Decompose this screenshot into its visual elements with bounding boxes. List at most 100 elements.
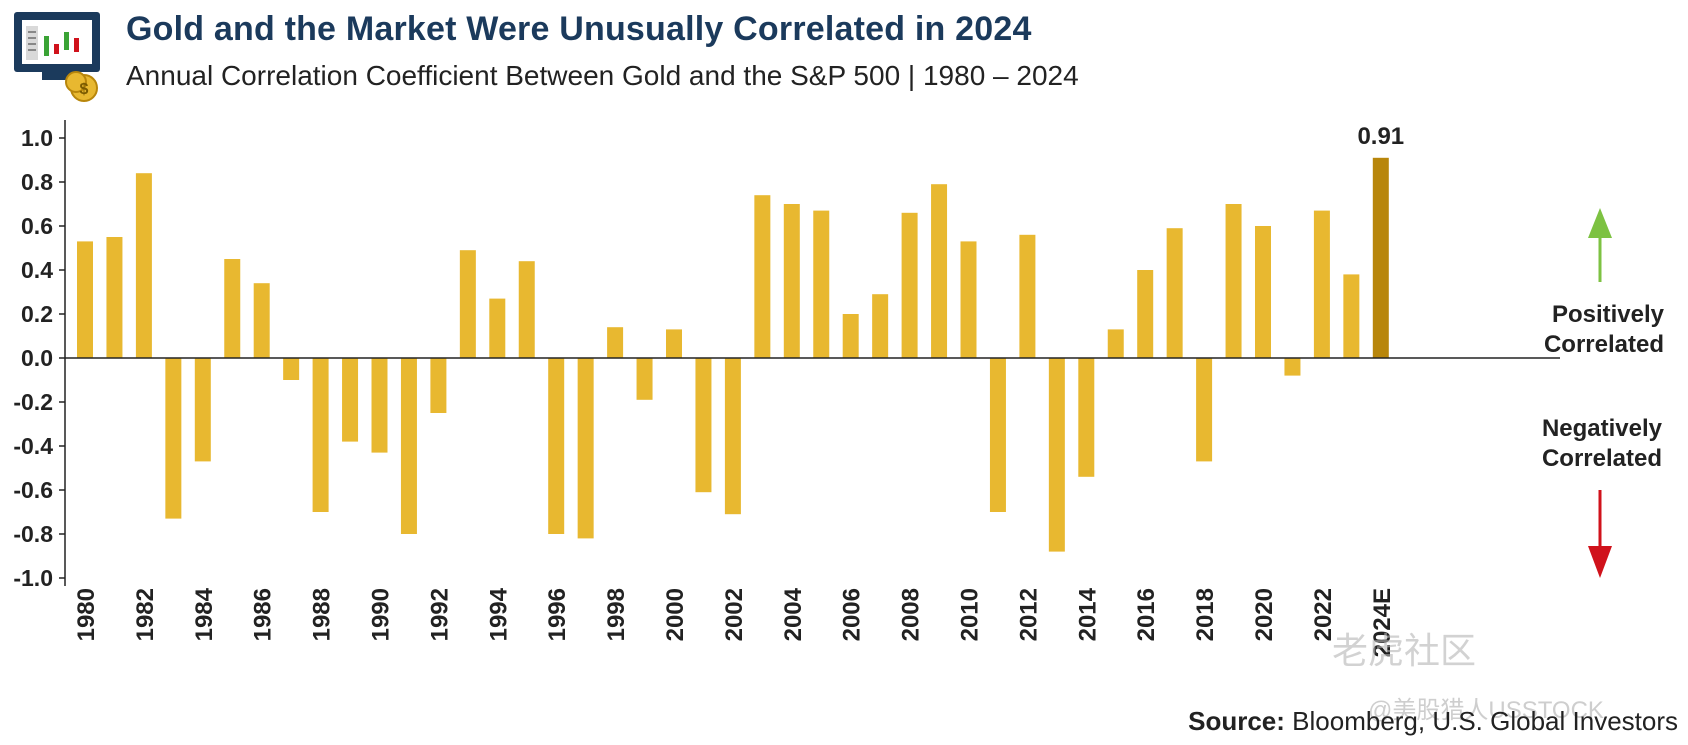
bar-1996 xyxy=(548,358,565,534)
bar-1999 xyxy=(636,358,653,400)
x-axis: 1980 1982 1984 1986 1988 1990 1992 1994 1996 1998… xyxy=(73,587,1396,657)
bars xyxy=(77,157,1389,552)
bar-2012 xyxy=(1019,234,1036,358)
bar-2017 xyxy=(1166,228,1183,358)
bar-1995 xyxy=(518,261,535,358)
up-arrow-icon xyxy=(1588,208,1612,282)
x-tick-label: 2022 xyxy=(1310,588,1337,641)
bar-1992 xyxy=(430,358,447,413)
bar-2010 xyxy=(960,241,977,358)
watermark-handle: @美股猎人USSTOCK xyxy=(1368,697,1604,724)
bar-1986 xyxy=(253,283,270,358)
x-tick-label: 1992 xyxy=(426,588,453,641)
positive-label-line2: Correlated xyxy=(1543,331,1664,358)
bar-2000 xyxy=(666,329,682,358)
bar-2022 xyxy=(1313,210,1330,358)
source-text: Bloomberg, U.S. Global Investors xyxy=(1292,706,1678,736)
negative-label-line2: Correlated xyxy=(1541,445,1662,472)
negative-correlation-label: Negatively Correlated xyxy=(1500,414,1662,474)
bar-1993 xyxy=(459,250,476,358)
bar-1991 xyxy=(400,358,417,534)
x-tick-label: 2004 xyxy=(780,587,807,641)
bar-2004 xyxy=(783,204,800,358)
x-tick-label: 2016 xyxy=(1133,588,1160,641)
bar-1987 xyxy=(283,358,300,380)
bar-1985 xyxy=(224,259,241,358)
bar-1980 xyxy=(77,241,93,358)
bar-2019 xyxy=(1225,204,1242,358)
source-label: Source: xyxy=(1188,706,1285,736)
y-tick-label: -0.6 xyxy=(13,477,53,503)
watermark: 老虎社区 xyxy=(1332,630,1477,671)
bar-2020 xyxy=(1255,226,1271,358)
y-axis: 1.0 0.8 0.6 0.4 0.2 0.0 -0.2 -0.4 -0.6 -0.8 -1.0 xyxy=(13,120,66,591)
chart-title: Gold and the Market Were Unusually Corre… xyxy=(126,10,1032,48)
bar-1998 xyxy=(607,327,624,358)
bar-1990 xyxy=(371,358,388,453)
bar-2011 xyxy=(989,358,1006,512)
y-tick-label: 0.6 xyxy=(21,213,53,239)
bar-1988 xyxy=(312,358,329,512)
bar-2023 xyxy=(1343,274,1360,358)
bar-1989 xyxy=(342,358,359,442)
y-tick-label: 0.0 xyxy=(21,345,53,371)
chart-logo-icon: $ xyxy=(14,12,100,102)
x-tick-label: 2002 xyxy=(721,588,748,641)
y-tick-label: -0.8 xyxy=(13,521,53,547)
x-tick-label: 2014 xyxy=(1074,587,1101,641)
negative-label-line1: Negatively xyxy=(1541,415,1662,442)
bar-2008 xyxy=(901,212,918,358)
x-tick-label: 1984 xyxy=(191,587,218,641)
bar-1984 xyxy=(194,358,211,462)
x-tick-label: 2020 xyxy=(1251,588,1278,641)
bar-1982 xyxy=(135,173,152,358)
bar-2006 xyxy=(842,314,859,358)
x-tick-label: 2000 xyxy=(662,588,689,641)
bar-2014 xyxy=(1078,358,1095,477)
y-tick-label: -0.2 xyxy=(13,389,53,415)
bar-2002 xyxy=(724,358,741,515)
down-arrow-icon xyxy=(1588,490,1612,578)
y-tick-label: 1.0 xyxy=(21,125,53,151)
bar-2013 xyxy=(1048,358,1065,552)
bar-2009 xyxy=(931,184,948,358)
x-tick-label: 1990 xyxy=(368,588,395,641)
x-tick-label: 1986 xyxy=(250,588,277,641)
x-tick-label: 1998 xyxy=(603,588,630,641)
svg-text:$: $ xyxy=(80,81,89,98)
chart-subtitle: Annual Correlation Coefficient Between G… xyxy=(126,60,1079,91)
positive-label-line1: Positively xyxy=(1551,301,1664,328)
y-tick-label: 0.8 xyxy=(21,169,53,195)
bar-2001 xyxy=(695,358,712,493)
x-tick-label: 2018 xyxy=(1192,588,1219,641)
x-tick-label: 2006 xyxy=(839,588,866,641)
positive-correlation-label: Positively Correlated xyxy=(1500,300,1664,360)
y-tick-label: -0.4 xyxy=(13,433,53,459)
bar-2018 xyxy=(1196,358,1213,462)
x-tick-label: 1988 xyxy=(309,588,336,641)
x-tick-label: 1994 xyxy=(485,587,512,641)
bar-2015 xyxy=(1107,329,1124,358)
bar-1981 xyxy=(106,237,123,358)
bar-2016 xyxy=(1137,270,1154,358)
y-tick-label: -1.0 xyxy=(13,565,53,591)
bar-2021 xyxy=(1284,358,1301,376)
x-tick-label: 1982 xyxy=(132,588,159,641)
bar-1983 xyxy=(165,358,182,519)
x-tick-label: 2024E xyxy=(1369,588,1396,657)
y-tick-label: 0.4 xyxy=(21,257,53,283)
bar-1997 xyxy=(577,358,594,539)
bar-2003 xyxy=(754,195,771,358)
x-tick-label: 2008 xyxy=(898,588,925,641)
bar-2005 xyxy=(813,210,830,358)
x-tick-label: 2010 xyxy=(957,588,984,641)
bar-1994 xyxy=(489,298,506,358)
x-tick-label: 1980 xyxy=(73,588,100,641)
source-note: Source: Bloomberg, U.S. Global Investors xyxy=(1188,706,1678,737)
bar-2024E xyxy=(1372,157,1389,358)
x-tick-label: 1996 xyxy=(544,588,571,641)
bar-2007 xyxy=(872,294,889,358)
y-tick-label: 0.2 xyxy=(21,301,53,327)
highlight-value-label: 0.91 xyxy=(1357,123,1404,150)
